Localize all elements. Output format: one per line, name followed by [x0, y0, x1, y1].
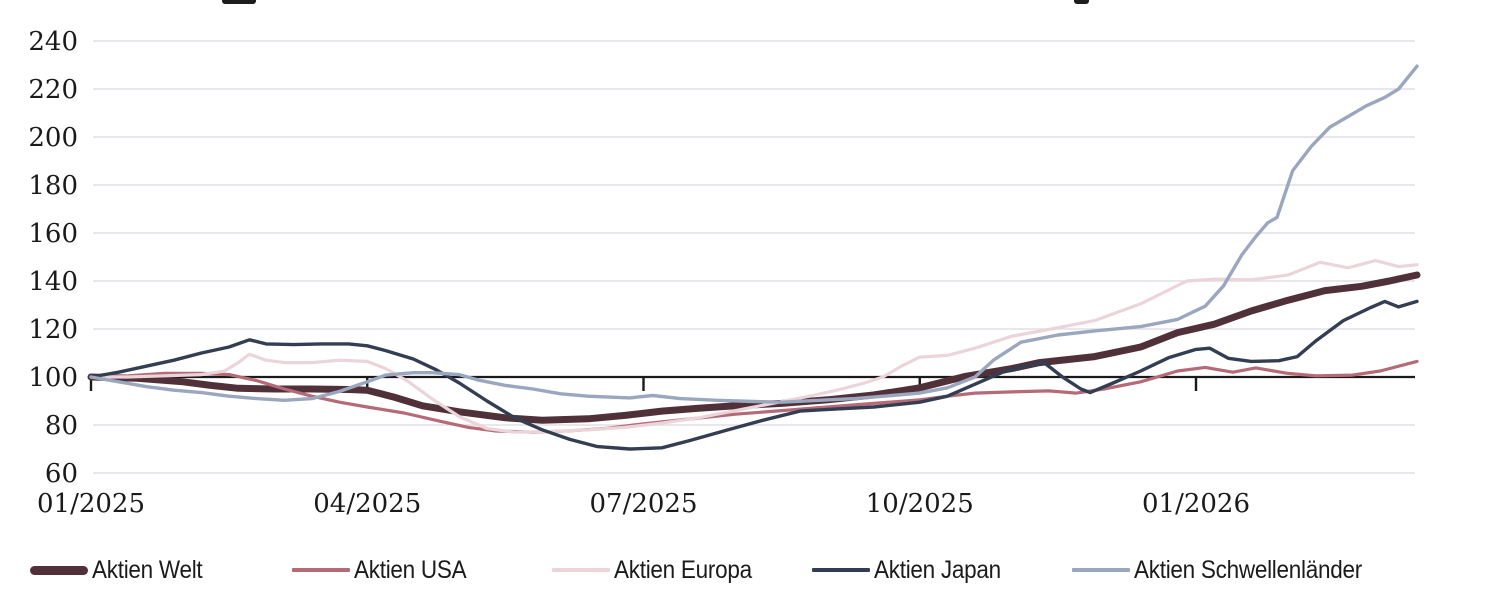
cropped-title-fragment-right [1074, 0, 1089, 4]
series-line-aktien-europa [89, 259, 1419, 434]
x-axis-tick-label-10/2025: 10/2025 [866, 489, 974, 519]
y-axis-tick-label-80: 80 [45, 411, 78, 441]
series-line-aktien-welt [87, 271, 1421, 424]
y-axis-tick-label-60: 60 [45, 459, 78, 489]
legend-swatch-aktien-welt [30, 565, 88, 575]
legend-swatch-aktien-schwellenlaender [1072, 568, 1130, 572]
legend-swatch-aktien-japan [812, 568, 870, 572]
y-axis-tick-label-240: 240 [28, 27, 78, 57]
legend-item-aktien-welt: Aktien Welt [30, 551, 215, 589]
legend-item-aktien-europa: Aktien Europa [552, 551, 767, 589]
y-axis-tick-label-180: 180 [28, 171, 78, 201]
series-line-aktien-japan [89, 299, 1419, 451]
y-axis-tick-label-100: 100 [28, 363, 78, 393]
y-axis-tick-label-120: 120 [28, 315, 78, 345]
legend-label-aktien-welt: Aktien Welt [92, 555, 203, 584]
y-axis-tick-label-220: 220 [28, 75, 78, 105]
x-axis-tick-label-01/2025: 01/2025 [37, 489, 145, 519]
series-line-aktien-usa [89, 359, 1419, 434]
legend-item-aktien-japan: Aktien Japan [812, 551, 1015, 589]
legend-swatch-aktien-europa [552, 568, 610, 572]
legend-label-aktien-europa: Aktien Europa [614, 555, 752, 584]
cropped-title-fragment-left [222, 0, 256, 4]
legend-item-aktien-schwellenlaender: Aktien Schwellenländer [1072, 551, 1387, 589]
x-axis-tick-label-07/2025: 07/2025 [589, 489, 697, 519]
y-axis-tick-label-200: 200 [28, 123, 78, 153]
x-axis-tick-label-04/2025: 04/2025 [313, 489, 421, 519]
legend-swatch-aktien-usa [292, 568, 350, 572]
legend-item-aktien-usa: Aktien USA [292, 551, 479, 589]
y-axis-tick-label-140: 140 [28, 267, 78, 297]
y-axis-tick-label-160: 160 [28, 219, 78, 249]
series-line-aktien-schwellenlaender [89, 64, 1419, 404]
legend-label-aktien-usa: Aktien USA [354, 555, 467, 584]
legend-label-aktien-japan: Aktien Japan [874, 555, 1001, 584]
chart-legend: Aktien Welt Aktien USA Aktien Europa Aktien… [0, 551, 1490, 591]
x-axis-tick-label-01/2026: 01/2026 [1142, 489, 1250, 519]
legend-label-aktien-schwellenlaender: Aktien Schwellenländer [1134, 555, 1362, 584]
